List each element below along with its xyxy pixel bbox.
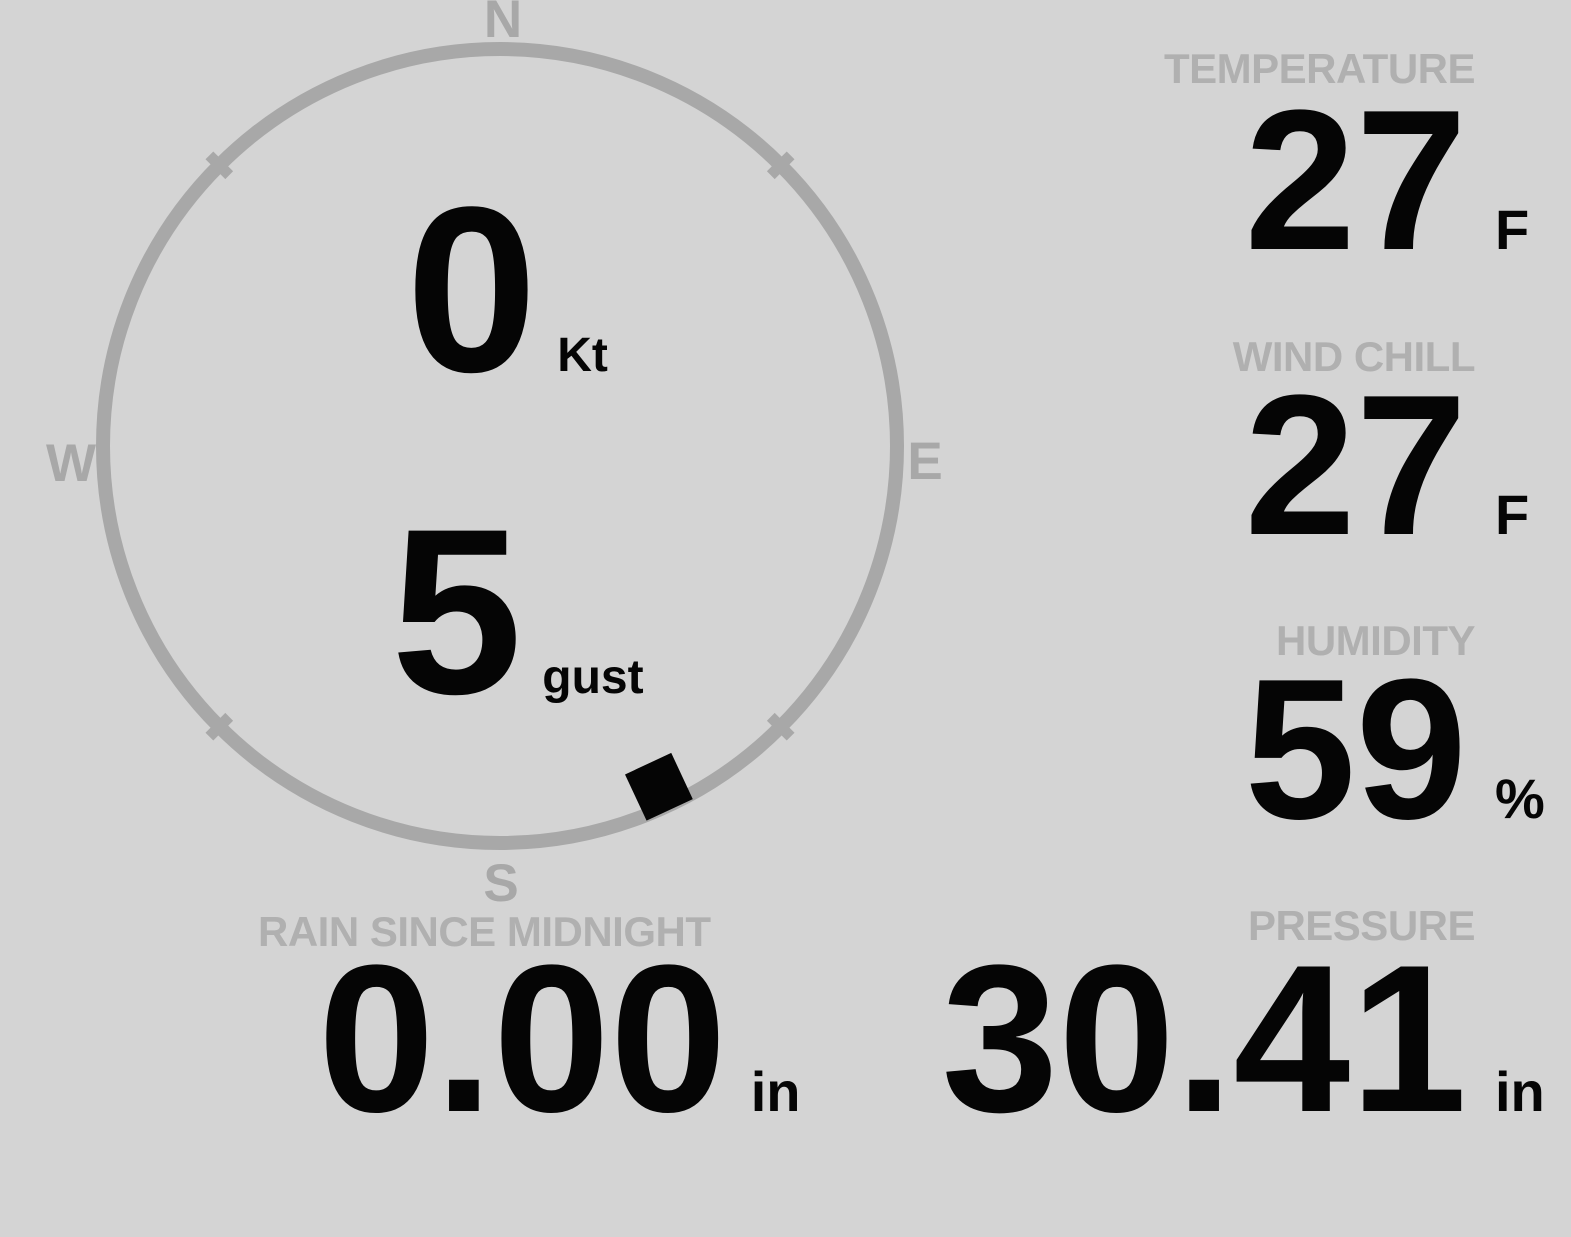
humidity-reading: 59 % (1245, 650, 1553, 850)
humidity-value: 59 (1244, 638, 1467, 861)
compass-label-north: N (483, 0, 523, 49)
rain-since-midnight-value: 0.00 (318, 921, 727, 1156)
rain-since-midnight-reading: 0.00 in (318, 934, 801, 1144)
wind-chill-reading: 27 F (1245, 366, 1553, 566)
compass-label-west: W (45, 433, 97, 493)
compass-tick-se (766, 712, 795, 741)
temperature-reading: 27 F (1245, 81, 1553, 281)
wind-chill-value: 27 (1244, 354, 1467, 577)
rain-since-midnight-unit: in (750, 1060, 801, 1123)
wind-gust: 5 gust (391, 494, 644, 730)
wind-gust-unit: gust (542, 651, 644, 704)
wind-direction-marker (625, 752, 693, 821)
temperature-unit: F (1495, 198, 1530, 261)
humidity-label: HUMIDITY (1276, 617, 1476, 664)
compass-tick-nw (205, 151, 234, 180)
compass-label-east: E (907, 431, 943, 491)
compass-label-south: S (483, 853, 519, 913)
wind-chill-unit: F (1495, 483, 1530, 546)
wind-speed-unit: Kt (557, 329, 608, 382)
pressure-value: 30.41 (941, 921, 1467, 1156)
compass-tick-ne (766, 151, 795, 180)
wind-direction-marker-square (625, 752, 693, 821)
pressure-label: PRESSURE (1247, 902, 1476, 949)
wind-speed-value: 0 (406, 158, 538, 422)
pressure-unit: in (1495, 1060, 1545, 1123)
pressure-reading: 30.41 in (941, 934, 1553, 1144)
humidity-unit: % (1495, 767, 1545, 830)
compass-ring (96, 42, 904, 850)
rain-since-midnight-label: RAIN SINCE MIDNIGHT (258, 908, 711, 955)
wind-gust-value: 5 (391, 480, 523, 744)
temperature-value: 27 (1244, 69, 1467, 292)
compass-ring-svg (96, 42, 904, 850)
wind-speed: 0 Kt (406, 172, 608, 408)
wind-chill-label: WIND CHILL (1232, 333, 1476, 380)
temperature-label: TEMPERATURE (1163, 45, 1476, 92)
compass-tick-sw (205, 712, 234, 741)
